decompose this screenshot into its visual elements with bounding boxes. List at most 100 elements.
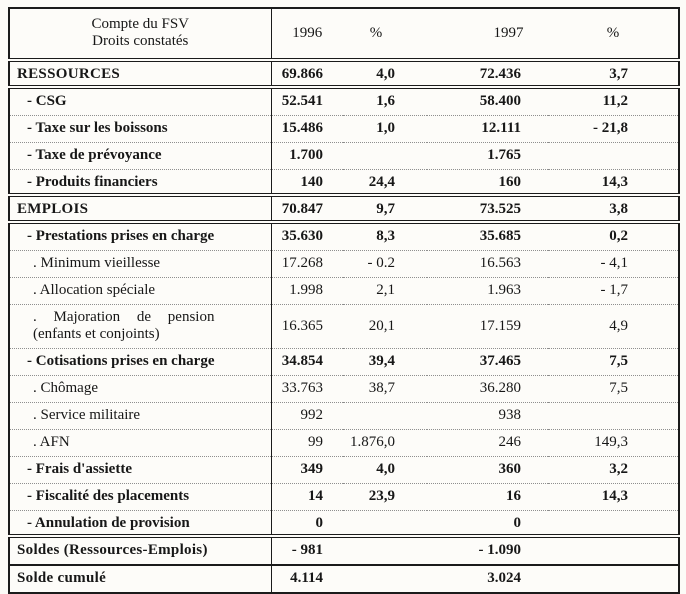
pct-1996-cell: 4,0 <box>343 456 427 484</box>
pct-1996-cell: 39,4 <box>343 348 427 376</box>
pct-1997-cell: 3,7 <box>548 60 679 89</box>
label-cell: . Service militaire <box>9 402 272 430</box>
pct-1996-cell: 20,1 <box>343 304 427 349</box>
label-cell: . Chômage <box>9 375 272 403</box>
pct-1997-cell: 7,5 <box>548 375 679 403</box>
value-1996-cell: 34.854 <box>271 348 343 376</box>
pct-1996-cell: 1.876,0 <box>343 429 427 457</box>
pct-1996-cell <box>343 142 427 170</box>
row-service-militaire: . Service militaire 992 938 <box>9 402 679 430</box>
value-1997-cell: 3.024 <box>487 570 521 586</box>
value-1996-cell: 4.114 <box>290 570 323 586</box>
pct-1996-cell <box>343 536 427 566</box>
label-cell: - Annulation de provision <box>9 510 272 538</box>
label-cell: - Taxe de prévoyance <box>9 142 272 170</box>
value-1996-cell: 16.365 <box>271 304 343 349</box>
label-cell: - Frais d'assiette <box>9 456 272 484</box>
value-1996-cell: 992 <box>271 402 343 430</box>
label-cell: - Cotisations prises en charge <box>9 348 272 376</box>
pct-1997-cell: 3,8 <box>548 195 679 224</box>
value-1996-cell: 140 <box>271 169 343 197</box>
pct-1996-cell: 24,4 <box>343 169 427 197</box>
pct-1997-cell: 14,3 <box>548 483 679 511</box>
pct-1997-cell <box>548 142 679 170</box>
table-header-row: Compte du FSV Droits constatés 1996 % 19… <box>9 8 679 62</box>
value-1997-cell: 73.525 <box>427 195 548 224</box>
label-line1: . Majoration de pension <box>33 309 215 325</box>
label-cell: . AFN <box>9 429 272 457</box>
value-1996-cell: 52.541 <box>271 87 343 116</box>
row-afn: . AFN 99 1.876,0 246 149,3 <box>9 429 679 457</box>
value-1997-cell: 1.765 <box>427 142 548 170</box>
value-1997-cell: 1.963 <box>427 277 548 305</box>
value-1997-cell: 17.159 <box>427 304 548 349</box>
pct-1997-cell: - 21,8 <box>548 115 679 143</box>
pct-1997-cell: 14,3 <box>548 169 679 197</box>
pct-1997-cell: 149,3 <box>548 429 679 457</box>
row-ressources: RESSOURCES 69.866 4,0 72.436 3,7 <box>9 60 679 89</box>
value-1997-cell: 246 <box>427 429 548 457</box>
pct-1996-cell: 1,0 <box>343 115 427 143</box>
value-1996-cell: 69.866 <box>271 60 343 89</box>
label-cell: - Fiscalité des placements <box>9 483 272 511</box>
pct-1996-cell: 38,7 <box>343 375 427 403</box>
label-cell: . Minimum vieillesse <box>9 250 272 278</box>
row-minimum-vieillesse: . Minimum vieillesse 17.268 - 0.2 16.563… <box>9 250 679 278</box>
value-1997-cell: 36.280 <box>427 375 548 403</box>
table-header-label: Compte du FSV Droits constatés <box>9 8 272 62</box>
header-label-line2: Droits constatés <box>92 33 189 49</box>
pct-1997-cell: 11,2 <box>548 87 679 116</box>
value-1996-cell: 1.700 <box>271 142 343 170</box>
label-cell: - CSG <box>9 87 272 116</box>
pct-1997-cell: - 1,7 <box>548 277 679 305</box>
value-1997-cell: 35.685 <box>427 222 548 251</box>
value-1997-cell: 58.400 <box>427 87 548 116</box>
value-1996-cell: 14 <box>271 483 343 511</box>
value-1997-cell: 938 <box>427 402 548 430</box>
value-1997-cell: 12.111 <box>427 115 548 143</box>
pct-1997-cell: 4,9 <box>548 304 679 349</box>
column-header-pct-1996: % <box>343 8 427 62</box>
value-1996-cell: 15.486 <box>271 115 343 143</box>
pct-1997-cell: 7,5 <box>548 348 679 376</box>
row-annulation-provision: - Annulation de provision 0 0 <box>9 510 679 538</box>
pct-1996-cell: 2,1 <box>343 277 427 305</box>
row-produits-financiers: - Produits financiers 140 24,4 160 14,3 <box>9 169 679 197</box>
value-1996-cell: 1.998 <box>271 277 343 305</box>
value-1997-cell: 16 <box>427 483 548 511</box>
row-fiscalite-placements: - Fiscalité des placements 14 23,9 16 14… <box>9 483 679 511</box>
pct-1996-cell <box>343 402 427 430</box>
pct-1996-cell: 9,7 <box>343 195 427 224</box>
row-csg: - CSG 52.541 1,6 58.400 11,2 <box>9 87 679 116</box>
header-label-line1: Compte du FSV <box>91 16 189 32</box>
value-1997-cell: 0 <box>427 510 548 538</box>
label-cell: - Taxe sur les boissons <box>9 115 272 143</box>
row-majoration-pension: . Majoration de pension (enfants et conj… <box>9 304 679 349</box>
label-cell: . Majoration de pension (enfants et conj… <box>9 304 272 349</box>
value-1996-cell: - 981 <box>271 536 343 566</box>
fsv-accounts-table: Compte du FSV Droits constatés 1996 % 19… <box>8 7 680 594</box>
value-1997-cell: 72.436 <box>427 60 548 89</box>
row-emplois: EMPLOIS 70.847 9,7 73.525 3,8 <box>9 195 679 224</box>
value-1996-cell: 17.268 <box>271 250 343 278</box>
row-allocation-speciale: . Allocation spéciale 1.998 2,1 1.963 - … <box>9 277 679 305</box>
value-1996-cell: 0 <box>271 510 343 538</box>
row-solde-cumule: Solde cumulé 4.114 3.024 <box>9 565 679 593</box>
row-taxe-boissons: - Taxe sur les boissons 15.486 1,0 12.11… <box>9 115 679 143</box>
value-1996-cell: 70.847 <box>271 195 343 224</box>
pct-1996-cell: 23,9 <box>343 483 427 511</box>
row-prestations: - Prestations prises en charge 35.630 8,… <box>9 222 679 251</box>
pct-1997-cell <box>548 402 679 430</box>
value-1996-cell: 349 <box>271 456 343 484</box>
value-1997-cell: 16.563 <box>427 250 548 278</box>
pct-1997-cell: 3,2 <box>548 456 679 484</box>
label-cell: Solde cumulé <box>9 565 272 593</box>
row-frais-assiette: - Frais d'assiette 349 4,0 360 3,2 <box>9 456 679 484</box>
pct-1996-cell: 1,6 <box>343 87 427 116</box>
value-1996-cell: 99 <box>271 429 343 457</box>
label-line2: (enfants et conjoints) <box>33 326 160 342</box>
column-header-1996: 1996 <box>271 8 343 62</box>
label-cell: EMPLOIS <box>9 195 272 224</box>
